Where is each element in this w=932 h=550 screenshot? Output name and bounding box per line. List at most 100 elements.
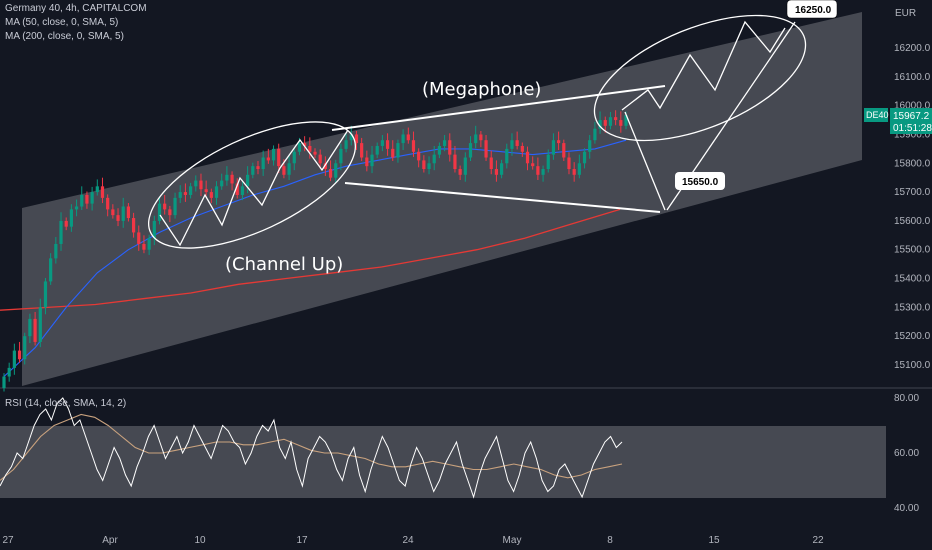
price-axis-tick: 15200.0 xyxy=(894,331,931,342)
candle xyxy=(266,148,270,164)
time-axis-tick: 15 xyxy=(708,535,720,546)
candle xyxy=(64,217,68,231)
price-axis-tick: 15700.0 xyxy=(894,187,931,198)
candle xyxy=(427,156,431,175)
legend-symbol[interactable]: Germany 40, 4h, CAPITALCOM xyxy=(5,3,147,14)
candle xyxy=(168,205,172,223)
candle xyxy=(339,143,343,171)
candle xyxy=(546,149,550,173)
candle xyxy=(287,154,291,180)
candle xyxy=(411,131,416,157)
rsi-band xyxy=(0,426,886,498)
candle xyxy=(494,160,499,182)
rsi-path xyxy=(0,397,623,499)
time-axis-tick: 24 xyxy=(402,535,414,546)
candle xyxy=(59,212,63,251)
projection-arrow-down[interactable] xyxy=(624,111,666,211)
legend-rsi[interactable]: RSI (14, close, SMA, 14, 2) xyxy=(5,398,127,409)
candle xyxy=(468,136,473,161)
candle xyxy=(422,155,426,173)
callout-low[interactable]: 15650.0 xyxy=(675,172,725,190)
candle xyxy=(12,343,16,375)
candle xyxy=(194,175,198,192)
rsi-axis[interactable]: 80.00 60.00 40.00 xyxy=(894,393,919,514)
candle xyxy=(432,145,436,171)
candle xyxy=(38,298,42,348)
candle xyxy=(23,332,27,365)
time-axis-tick: May xyxy=(503,535,522,546)
price-axis[interactable]: 16200.0 16100.0 16000.0 15900.0 15800.0 15700… xyxy=(894,43,931,371)
price-axis-tick: 15600.0 xyxy=(894,216,931,227)
megaphone-lower[interactable] xyxy=(344,182,661,213)
candle xyxy=(7,362,11,382)
candle xyxy=(235,178,239,199)
ma200-path xyxy=(0,208,621,311)
ellipse-channel-swing[interactable] xyxy=(131,96,373,274)
time-axis[interactable]: 27 Apr 10 17 24 May 8 15 22 xyxy=(2,535,824,546)
candle xyxy=(28,313,32,344)
legend-ma50[interactable]: MA (50, close, 0, SMA, 5) xyxy=(5,17,119,28)
candle xyxy=(619,111,623,133)
candle xyxy=(308,137,312,159)
candle xyxy=(515,131,519,150)
candle xyxy=(370,145,374,174)
candle xyxy=(199,173,203,197)
candle xyxy=(173,192,177,219)
candle xyxy=(220,173,224,190)
candle xyxy=(614,110,618,126)
ellipse-projection[interactable] xyxy=(577,0,822,166)
zigzag-left[interactable] xyxy=(159,129,349,247)
candle xyxy=(349,125,353,146)
candle xyxy=(406,127,410,144)
price-axis-tick: 16000.0 xyxy=(894,101,931,112)
candle xyxy=(303,136,307,152)
zigzag-right[interactable] xyxy=(621,20,786,111)
price-tag: DE40 15967.2 01:51:28 xyxy=(864,108,932,134)
candle xyxy=(567,152,571,175)
candle xyxy=(106,194,110,217)
candle xyxy=(121,197,125,228)
candle xyxy=(541,165,545,182)
price-axis-tick: 15100.0 xyxy=(894,360,931,371)
candle xyxy=(442,135,447,152)
callout-high[interactable]: 16250.0 xyxy=(786,0,838,19)
candle xyxy=(2,373,6,392)
callout-high-text: 16250.0 xyxy=(795,5,832,16)
candle xyxy=(562,139,566,161)
candle xyxy=(256,160,260,175)
candle xyxy=(137,225,141,251)
candle xyxy=(157,196,162,225)
legend-ma200[interactable]: MA (200, close, 0, SMA, 5) xyxy=(5,31,124,42)
candle xyxy=(69,204,73,232)
candle xyxy=(74,199,79,217)
candle xyxy=(178,185,182,204)
megaphone-upper[interactable] xyxy=(331,85,666,131)
time-axis-tick: Apr xyxy=(102,535,118,546)
candle xyxy=(292,148,296,171)
candle xyxy=(225,166,229,186)
candle xyxy=(588,135,592,159)
candle xyxy=(43,277,48,315)
price-axis-tick: 16200.0 xyxy=(894,43,931,54)
candle xyxy=(100,177,105,204)
drawings[interactable] xyxy=(131,0,823,274)
candle xyxy=(572,162,576,182)
candle xyxy=(152,215,156,246)
currency-label: EUR xyxy=(895,8,916,19)
candle xyxy=(520,142,524,157)
candle xyxy=(551,133,556,160)
price-axis-tick: 15400.0 xyxy=(894,274,931,285)
candle xyxy=(49,253,53,285)
candle xyxy=(448,133,452,162)
megaphone-label: (Megaphone) xyxy=(422,79,541,100)
candle xyxy=(453,145,457,173)
candle xyxy=(582,148,587,169)
price-axis-tick: 15300.0 xyxy=(894,302,931,313)
rsi-axis-tick: 40.00 xyxy=(894,503,919,514)
candle xyxy=(271,145,276,166)
candles xyxy=(2,110,628,392)
time-axis-tick: 8 xyxy=(607,535,613,546)
candle xyxy=(344,133,348,153)
price-tag-price: 15967.2 xyxy=(893,111,930,122)
